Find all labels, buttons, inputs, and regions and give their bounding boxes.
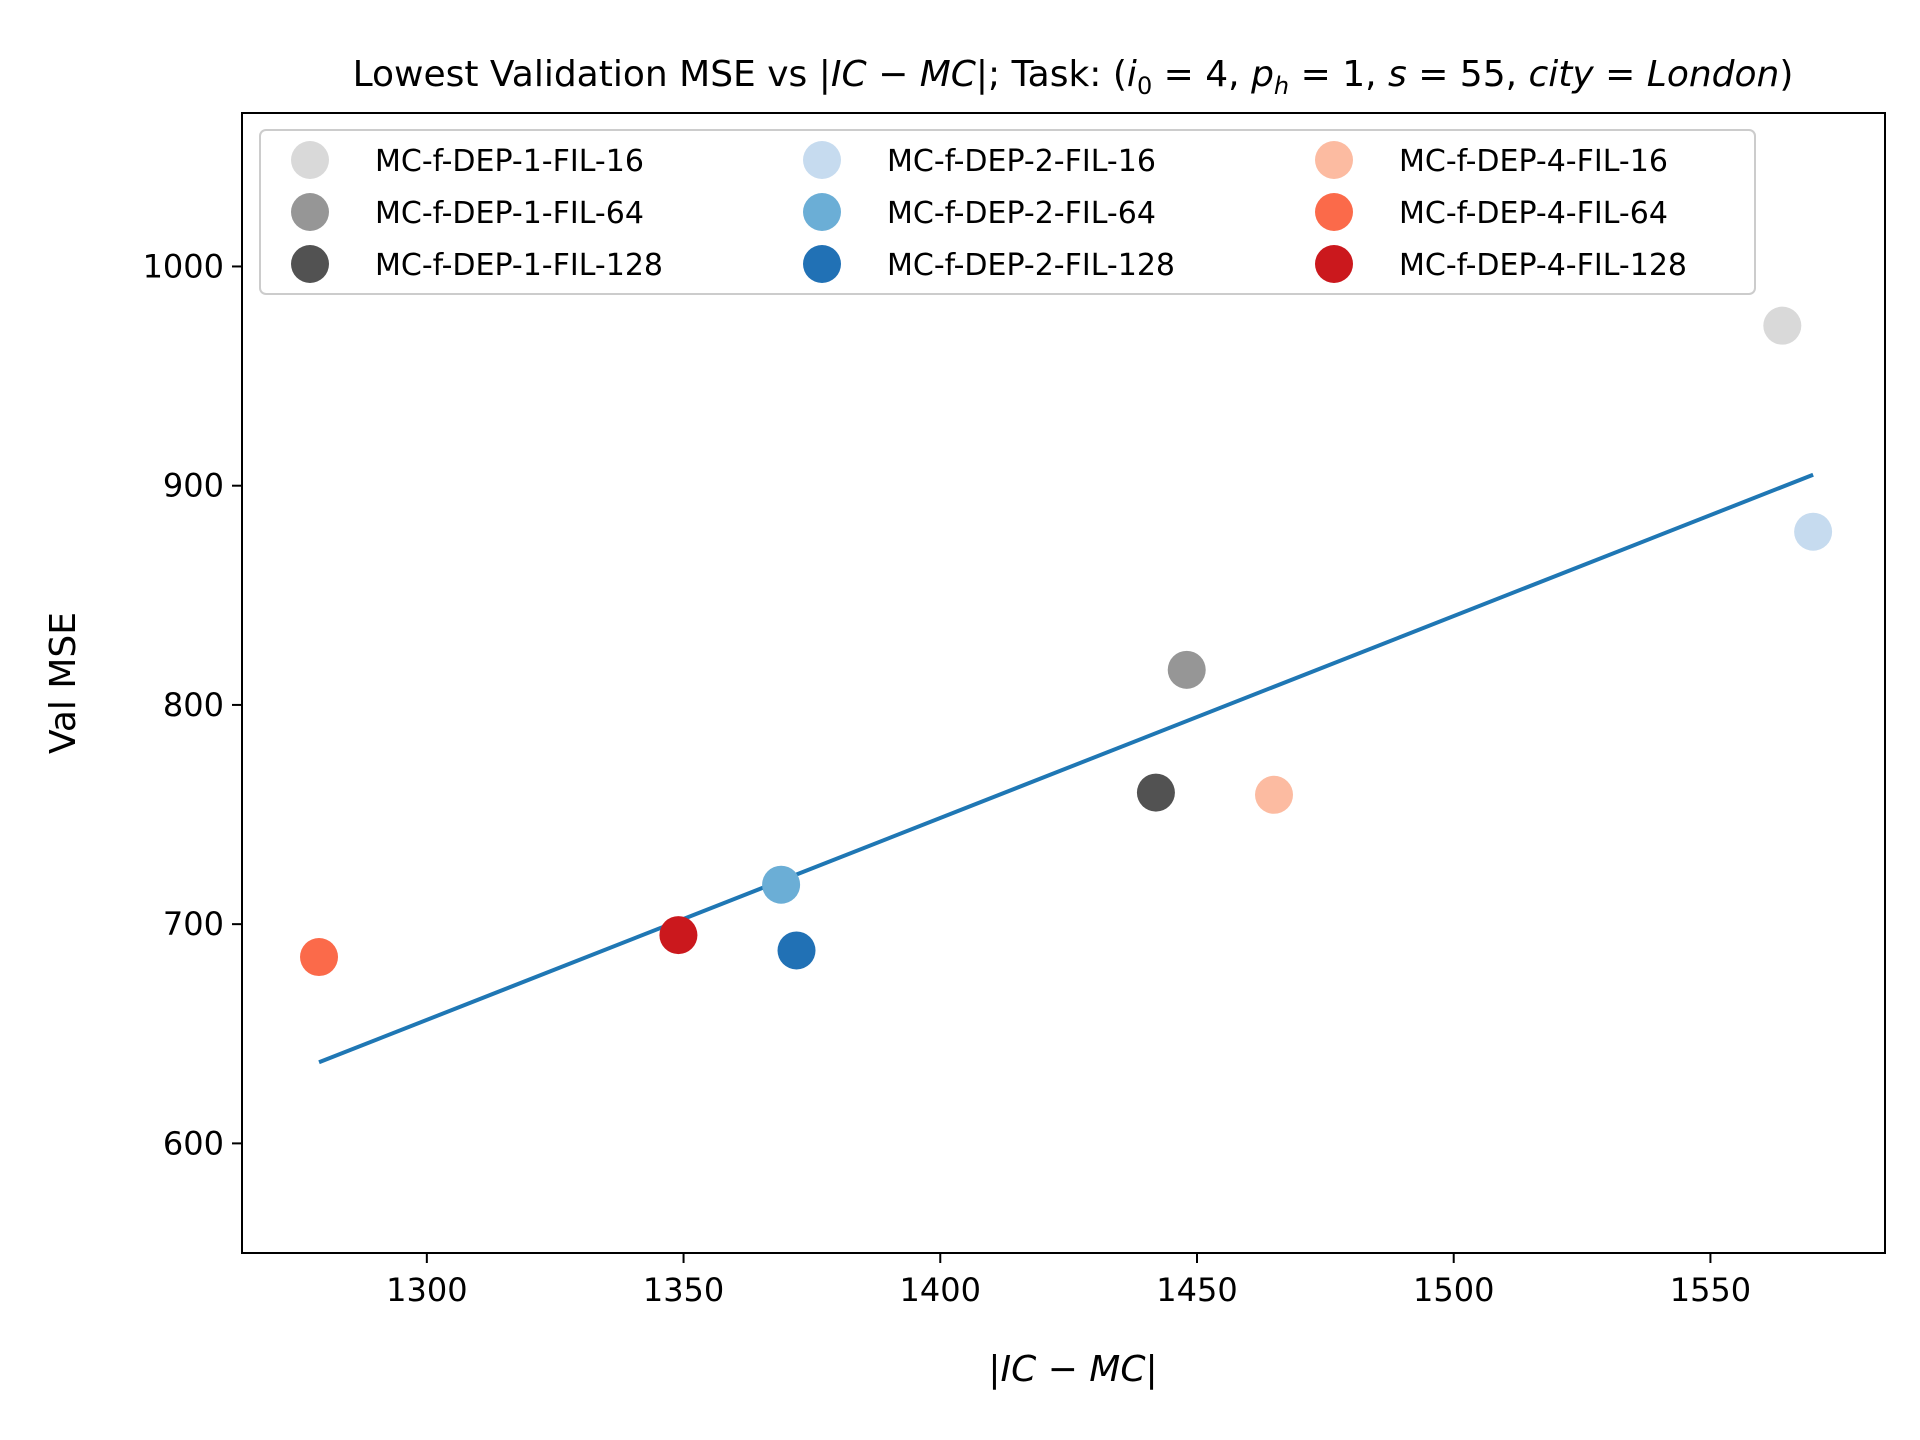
legend-label: MC-f-DEP-4-FIL-16: [1399, 144, 1668, 179]
y-axis: 600 700 800 900 1000: [143, 247, 242, 1162]
y-tick-label: 700: [163, 905, 224, 943]
x-axis-label: |IC − MC|: [988, 1349, 1157, 1390]
legend-label: MC-f-DEP-2-FIL-64: [887, 196, 1156, 231]
legend-marker: [291, 141, 329, 179]
x-tick-label: 1350: [643, 1271, 724, 1309]
legend-marker: [803, 193, 841, 231]
x-tick-label: 1300: [386, 1271, 467, 1309]
legend-label: MC-f-DEP-1-FIL-16: [375, 144, 644, 179]
legend-marker: [803, 141, 841, 179]
data-point: [1794, 512, 1833, 551]
legend-marker: [291, 193, 329, 231]
legend-label: MC-f-DEP-4-FIL-64: [1399, 196, 1668, 231]
data-point: [1763, 306, 1802, 345]
data-points: [300, 306, 1833, 977]
y-axis-label: Val MSE: [43, 612, 84, 754]
legend: MC-f-DEP-1-FIL-16 MC-f-DEP-1-FIL-64 MC-f-D…: [259, 129, 1756, 295]
legend-label: MC-f-DEP-2-FIL-16: [887, 144, 1156, 179]
legend-label: MC-f-DEP-1-FIL-64: [375, 196, 644, 231]
legend-marker: [1315, 245, 1353, 283]
data-point: [1167, 650, 1206, 689]
data-point: [762, 865, 801, 904]
legend-marker: [291, 245, 329, 283]
x-tick-label: 1500: [1413, 1271, 1494, 1309]
data-point: [1136, 773, 1175, 812]
data-point: [659, 916, 698, 955]
y-tick-label: 800: [163, 686, 224, 724]
legend-label: MC-f-DEP-1-FIL-128: [375, 248, 663, 283]
y-tick-label: 600: [163, 1124, 224, 1162]
y-tick-label: 900: [163, 467, 224, 505]
legend-marker: [1315, 193, 1353, 231]
data-point: [1255, 775, 1294, 814]
x-tick-label: 1450: [1156, 1271, 1237, 1309]
legend-label: MC-f-DEP-4-FIL-128: [1399, 248, 1687, 283]
x-tick-label: 1400: [900, 1271, 981, 1309]
legend-label: MC-f-DEP-2-FIL-128: [887, 248, 1175, 283]
legend-marker: [1315, 141, 1353, 179]
plot-area-frame: [241, 112, 1886, 1254]
x-tick-label: 1550: [1670, 1271, 1751, 1309]
data-point: [300, 938, 339, 977]
y-tick-label: 1000: [143, 247, 224, 285]
chart-title: Lowest Validation MSE vs |IC − MC|; Task…: [353, 54, 1794, 100]
legend-frame: [259, 129, 1756, 295]
trend-line: [318, 472, 1814, 1065]
data-point: [777, 931, 816, 970]
x-axis: 1300 1350 1400 1450 1500 1550: [386, 1253, 1751, 1309]
legend-marker: [803, 245, 841, 283]
